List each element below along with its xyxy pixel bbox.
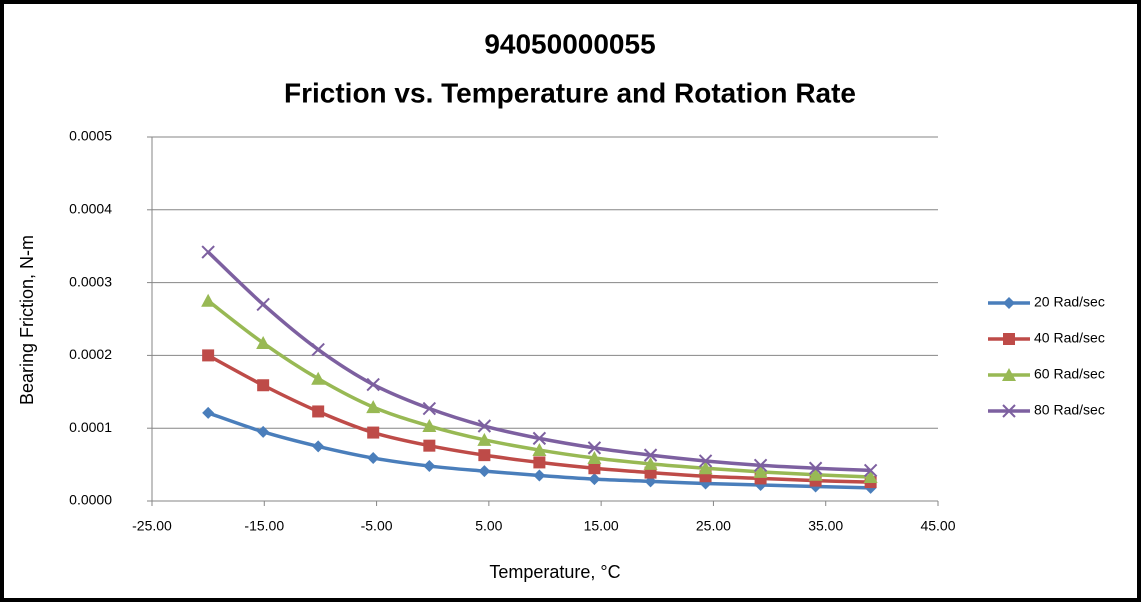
data-point	[698, 454, 713, 468]
data-point	[312, 440, 325, 453]
data-point	[643, 448, 658, 462]
legend-marker	[1003, 333, 1015, 345]
data-point	[588, 473, 601, 486]
data-point	[753, 458, 768, 473]
data-point	[423, 439, 436, 452]
data-point	[202, 406, 215, 419]
data-point	[311, 342, 325, 357]
data-point	[201, 293, 216, 307]
data-point	[366, 377, 380, 392]
data-point	[311, 371, 326, 385]
x-tick-label: 35.00	[808, 518, 843, 534]
data-point	[366, 400, 381, 414]
x-axis-label: Temperature, °C	[489, 562, 620, 582]
data-point	[312, 405, 325, 418]
data-point	[367, 426, 380, 439]
data-point	[587, 441, 602, 455]
x-tick-label: 45.00	[920, 518, 955, 534]
data-point	[477, 419, 492, 433]
x-tick-label: -15.00	[244, 518, 284, 534]
data-point	[587, 451, 602, 465]
legend-marker	[1002, 368, 1016, 381]
y-tick-label: 0.0001	[69, 419, 112, 435]
data-point	[698, 461, 713, 475]
legend-marker	[1003, 297, 1015, 309]
data-point	[808, 467, 823, 481]
data-point	[478, 449, 491, 462]
data-point	[201, 245, 215, 259]
data-point	[256, 297, 270, 312]
legend-label: 40 Rad/sec	[1034, 330, 1105, 346]
y-tick-label: 0.0005	[69, 128, 112, 144]
data-point	[533, 469, 546, 482]
y-tick-label: 0.0002	[69, 346, 112, 362]
data-point	[257, 379, 270, 392]
data-point	[257, 425, 270, 438]
data-point	[202, 349, 215, 362]
x-tick-label: -25.00	[132, 518, 172, 534]
data-point	[422, 419, 437, 433]
data-point	[533, 456, 546, 469]
data-point	[423, 460, 436, 473]
y-axis-label: Bearing Friction, N-m	[17, 235, 37, 405]
data-point	[256, 336, 271, 350]
x-tick-label: 25.00	[696, 518, 731, 534]
data-point	[532, 431, 547, 446]
data-point	[863, 463, 878, 478]
y-tick-label: 0.0004	[69, 201, 112, 217]
data-point	[367, 452, 380, 465]
x-tick-label: 5.00	[475, 518, 502, 534]
y-tick-label: 0.0003	[69, 273, 112, 289]
data-point	[863, 469, 878, 483]
legend-label: 20 Rad/sec	[1034, 294, 1105, 310]
legend-label: 80 Rad/sec	[1034, 402, 1105, 418]
data-point	[477, 432, 492, 446]
data-point	[422, 401, 437, 416]
data-point	[753, 464, 768, 478]
data-point	[478, 465, 491, 478]
x-tick-label: -5.00	[361, 518, 393, 534]
chart-title: 94050000055	[484, 28, 655, 59]
data-point	[532, 443, 547, 457]
chart-subtitle: Friction vs. Temperature and Rotation Ra…	[284, 77, 856, 108]
y-tick-label: 0.0000	[69, 492, 112, 508]
data-point	[808, 461, 823, 475]
x-tick-label: 15.00	[584, 518, 619, 534]
legend-label: 60 Rad/sec	[1034, 366, 1105, 382]
legend-marker	[1002, 404, 1016, 418]
data-point	[643, 456, 658, 470]
data-point	[588, 462, 601, 475]
